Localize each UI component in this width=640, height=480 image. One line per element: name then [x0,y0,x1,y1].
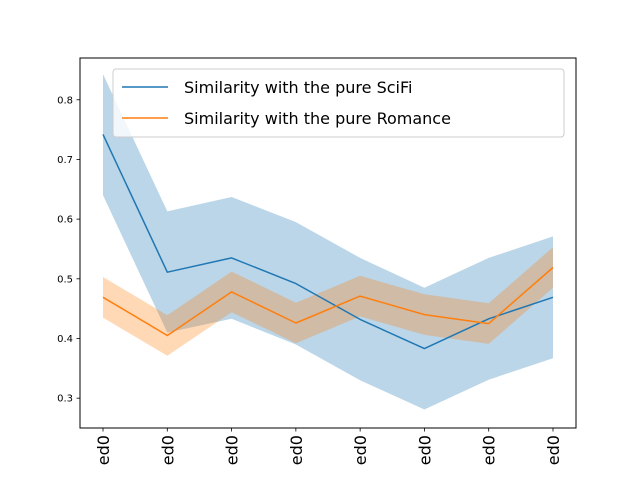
x-tick-label: ed0 [287,435,306,465]
series-lines [102,134,554,350]
series-2-line [102,266,554,337]
legend-label-2: Similarity with the pure Romance [184,109,451,128]
y-tick-label: 0.5 [57,274,73,285]
x-tick-label: ed0 [223,435,242,465]
y-tick-label: 0.6 [57,215,73,226]
x-tick-label: ed0 [544,435,563,465]
y-tick-label: 0.3 [57,394,73,405]
legend: Similarity with the pure SciFi Similarity… [112,68,565,138]
y-axis: 0.3 0.4 0.5 0.6 0.7 0.8 [57,95,80,405]
x-tick-label: ed0 [158,435,177,465]
legend-label-1: Similarity with the pure SciFi [184,78,412,97]
y-tick-label: 0.4 [57,334,73,345]
x-tick-label: ed0 [480,435,499,465]
x-axis: ed0 ed0 ed0 ed0 ed0 ed0 ed0 ed0 [94,428,563,465]
y-tick-label: 0.7 [57,155,73,166]
series-1-band [103,74,553,410]
series-1-line [102,134,554,350]
x-tick-label: ed0 [415,435,434,465]
x-tick-label: ed0 [351,435,370,465]
x-tick-label: ed0 [94,435,113,465]
y-tick-label: 0.8 [57,95,73,106]
legend-box [112,68,565,138]
plot-frame [79,57,577,429]
